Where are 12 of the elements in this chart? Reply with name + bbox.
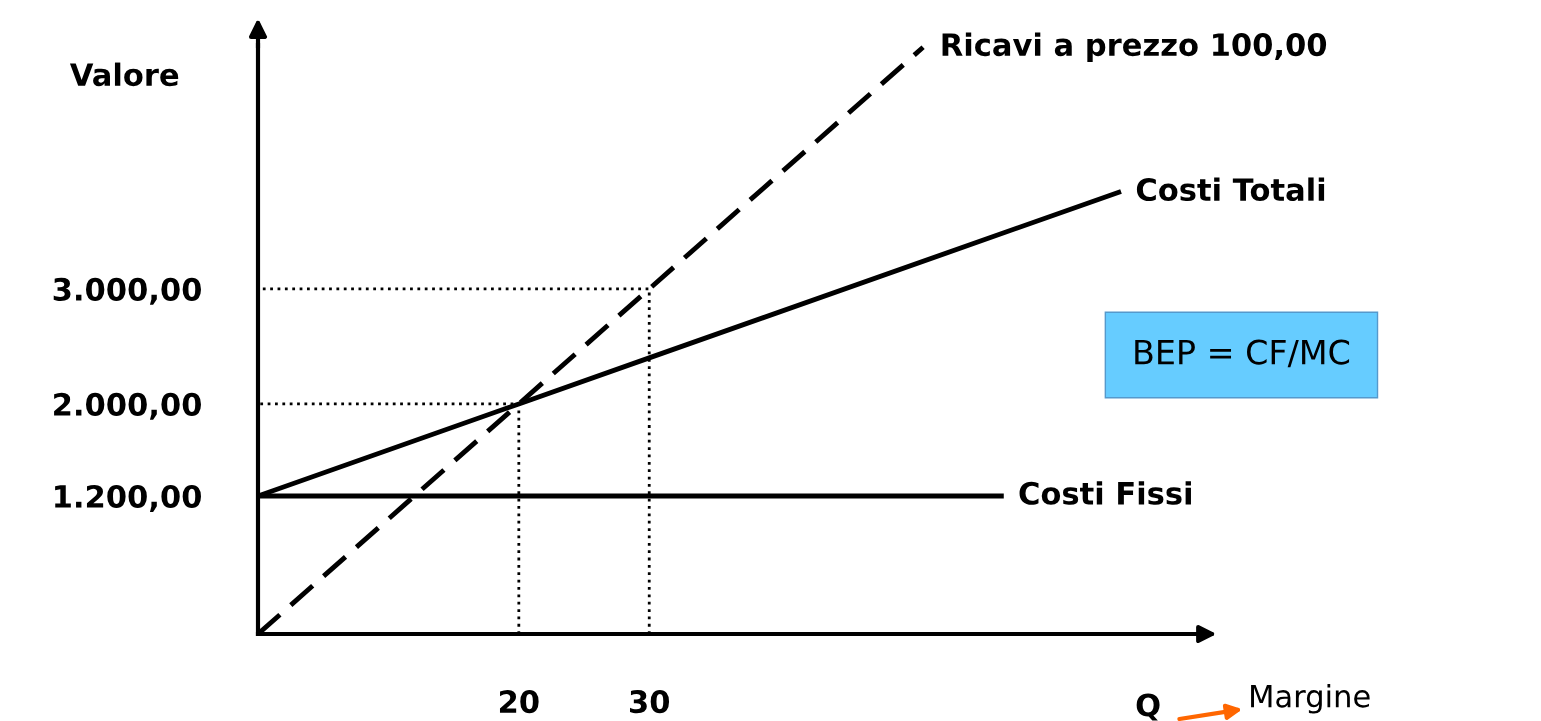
x-tick-label: 20 [499,690,539,714]
y-tick-label: 3.000,00 [53,277,201,305]
series-label: Costi Totali [1136,177,1325,202]
text: Margine [1251,684,1370,714]
x-axis-title: Q [1136,693,1160,721]
y-tick-label: 2.000,00 [54,392,201,420]
y-tick-label: 1.200,00 [55,484,201,512]
annotation: BEP = CF/MC [1135,339,1350,368]
y-axis-title: Valore [69,62,179,87]
series-label: Costi Fissi [1019,481,1191,505]
x-tick-label: 30 [630,690,670,714]
series-label: Ricavi a prezzo 100,00 [942,32,1327,63]
